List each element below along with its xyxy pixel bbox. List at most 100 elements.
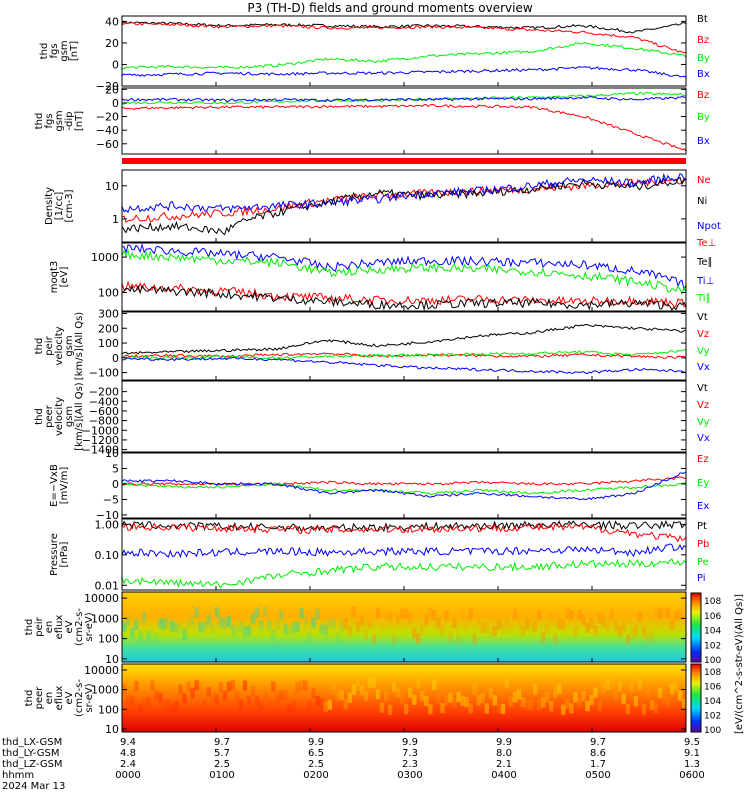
spectrogram-stripe (649, 630, 655, 642)
y-axis-label: gsm (59, 40, 70, 61)
spectrogram-stripe (456, 633, 461, 644)
y-axis-label: eflux (54, 615, 65, 640)
ephemeris-value: 0300 (397, 770, 422, 781)
series-line-Vx (121, 356, 687, 375)
spectrogram-stripe (532, 684, 538, 695)
spectrogram-stripe (444, 695, 449, 706)
legend-Ti⊥: Ti⊥ (696, 276, 714, 287)
spectrogram-stripe (476, 615, 481, 627)
spectrogram-stripe (315, 695, 320, 707)
spectrogram-stripe (573, 626, 578, 637)
ephemeris-value: 0400 (491, 770, 516, 781)
spectrogram-stripe (456, 691, 461, 702)
spectrogram-stripe (367, 677, 373, 688)
spectrogram-stripe (134, 619, 139, 630)
ephemeris-value: 2.1 (496, 759, 512, 770)
spectrogram-stripe (122, 621, 127, 633)
y-axis-label: gsm (54, 110, 65, 131)
spectrogram-stripe (480, 692, 485, 704)
spectrogram-stripe (665, 698, 671, 709)
y-tick-label: −1000 (82, 424, 119, 437)
legend-By: By (697, 53, 710, 64)
legend-Ne: Ne (697, 175, 711, 186)
spectrogram-stripe (319, 623, 324, 635)
legend-Bx: Bx (697, 136, 710, 147)
spectrogram-stripe (299, 607, 304, 619)
spectrogram-stripe (327, 618, 332, 630)
ephemeris-value: 2.5 (214, 759, 230, 770)
panel-frame (121, 380, 687, 453)
y-axis-label: [cm-3] (64, 189, 75, 222)
spectrogram-stripe (424, 695, 429, 707)
spectrogram-stripe (371, 677, 377, 688)
colorbar-tick-label: 100 (704, 726, 721, 736)
spectrogram-stripe (420, 690, 425, 702)
y-tick-label: −60 (96, 138, 119, 151)
legend-Vx: Vx (697, 362, 710, 373)
y-tick-label: 0.01 (95, 579, 120, 592)
spectrogram-stripe (363, 629, 369, 640)
spectrogram-stripe (428, 704, 433, 715)
spectrogram-stripe (573, 692, 578, 703)
spectrogram-stripe (621, 693, 626, 705)
spectrogram-stripe (488, 628, 493, 639)
spectrogram-stripe (625, 633, 630, 645)
spectrogram-stripe (545, 623, 550, 634)
y-tick-label: 100 (98, 703, 119, 716)
colorbar-tick-label: 102 (704, 712, 721, 722)
spectrogram-stripe (254, 607, 260, 618)
spectrogram-stripe (472, 633, 477, 645)
colorbar-tick-label: 104 (704, 697, 721, 707)
legend-Te⊥: Te⊥ (696, 238, 716, 249)
y-axis-label: velocity (54, 326, 65, 365)
colorbar-label: [eV/(cm^2-s-str-eV)(All Qs)] (734, 594, 745, 734)
spectrogram-stripe (395, 687, 401, 698)
spectrogram-stripe (198, 622, 203, 633)
spectrogram-stripe (589, 617, 594, 629)
spectrogram-stripe (436, 617, 441, 629)
spectrogram-stripe (130, 695, 135, 707)
spectrogram-stripe (460, 695, 465, 706)
ephemeris-value: 5.7 (214, 748, 230, 759)
spectrogram-stripe (536, 700, 542, 711)
spectrogram-stripe (319, 697, 324, 708)
y-tick-label: 300 (98, 307, 119, 320)
spectrogram-stripe (218, 682, 224, 693)
spectrogram-stripe (500, 623, 506, 635)
spectrogram-stripe (387, 611, 393, 623)
colorbar (690, 592, 702, 663)
y-axis-label: (cm2-s- (74, 608, 85, 646)
spectrogram-stripe (605, 679, 610, 690)
spectrogram-stripe (271, 630, 276, 641)
spectrogram-stripe (452, 617, 457, 629)
ephemeris-value: 9.9 (496, 737, 512, 748)
series-line-Bz (121, 21, 687, 54)
spectrogram-stripe (464, 620, 469, 631)
spectrogram-stripe (242, 626, 248, 637)
legend-Bz: Bz (697, 90, 709, 101)
spectrogram-stripe (146, 696, 151, 708)
spectrogram-stripe (682, 698, 687, 709)
spectrogram-stripe (669, 619, 675, 631)
y-tick-label: 20 (105, 83, 119, 96)
y-axis-label: E=−VxB (49, 464, 60, 507)
spectrogram-stripe (331, 618, 336, 629)
ephemeris-value: 6.5 (308, 748, 324, 759)
y-axis-label: peer (44, 404, 55, 428)
spectrogram-stripe (335, 691, 340, 702)
spectrogram-stripe (267, 619, 272, 631)
spectrogram-stripe (307, 700, 312, 711)
spectrogram-stripe (234, 691, 240, 702)
y-axis-label: [mV/m] (59, 467, 70, 505)
series-line-Te∥ (121, 284, 687, 312)
spectrogram-stripe (142, 698, 147, 709)
spectrogram-stripe (279, 609, 284, 621)
colorbar (690, 663, 702, 733)
spectrogram-stripe (553, 687, 558, 698)
spectrogram-stripe (146, 631, 151, 642)
y-axis-label: thd (24, 690, 35, 707)
ephemeris-value: 8.0 (496, 748, 512, 759)
spectrogram-stripe (186, 618, 191, 629)
y-axis-label: [1/cc] (54, 192, 65, 221)
spectrogram-stripe (549, 701, 554, 712)
